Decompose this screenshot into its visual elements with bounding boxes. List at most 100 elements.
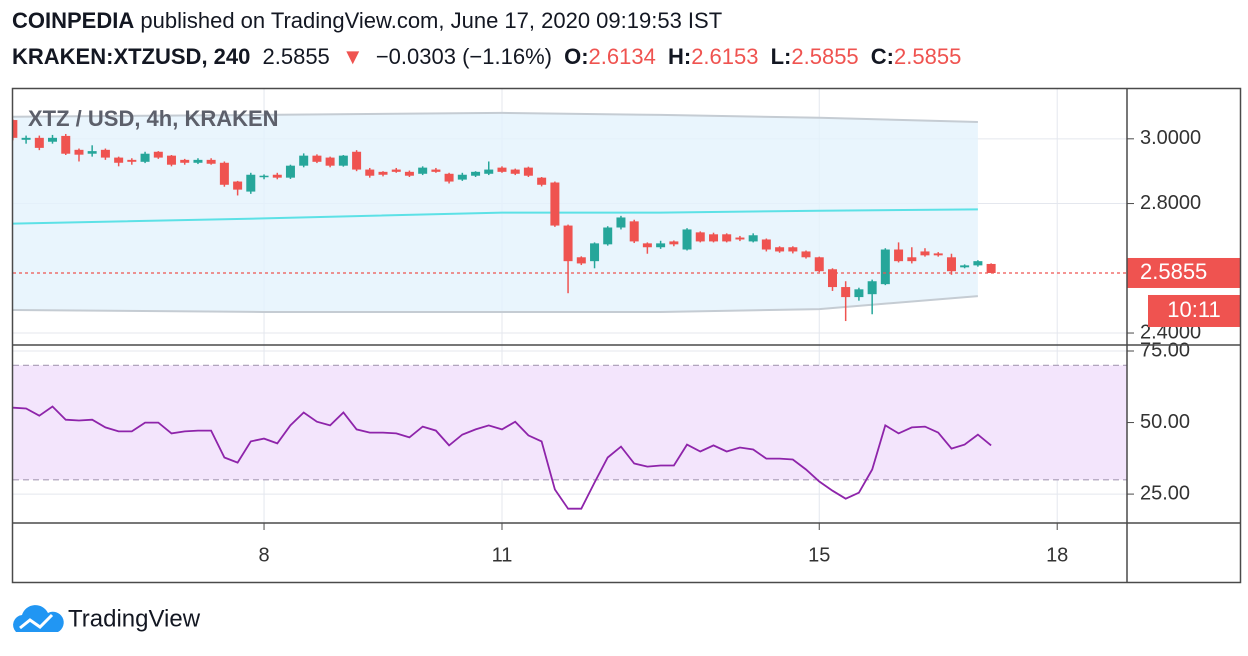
change: −0.0303 (−1.16%) <box>375 44 552 69</box>
countdown-label: 10:11 <box>1167 297 1220 322</box>
candle-body <box>695 232 705 242</box>
candle-body <box>523 167 533 176</box>
candle-body <box>880 249 890 285</box>
high-value: 2.6153 <box>691 44 759 69</box>
candle-body <box>946 257 956 272</box>
candle-body <box>867 281 877 295</box>
low-value: 2.5855 <box>791 44 859 69</box>
candle-body <box>841 287 851 298</box>
frame <box>11 87 1242 584</box>
candle-body <box>166 155 176 165</box>
candle-body <box>616 217 626 228</box>
candle-body <box>431 169 441 172</box>
candle-body <box>563 225 573 262</box>
candle-body <box>960 265 970 268</box>
candle-body <box>735 237 745 240</box>
candle-body <box>87 151 97 154</box>
candle-body <box>933 253 943 256</box>
candle-body <box>219 162 229 185</box>
candle-body <box>285 165 295 178</box>
chart-border <box>11 87 1242 584</box>
tradingview-logo <box>13 605 64 632</box>
header-line-1: COINPEDIA published on TradingView.com, … <box>12 8 728 34</box>
candle-body <box>642 243 652 248</box>
logo-line <box>19 613 54 630</box>
candle-body <box>590 243 600 262</box>
close-value: 2.5855 <box>894 44 962 69</box>
candle-body <box>246 174 256 192</box>
candle-body <box>418 167 428 174</box>
y-tick-label: 3.0000 <box>1140 127 1201 149</box>
candle-body <box>894 249 904 262</box>
rsi-line <box>13 405 992 510</box>
candle-body <box>748 235 758 242</box>
footer-brand: TradingView <box>68 605 201 632</box>
candle-body <box>722 234 732 242</box>
close-label: C: <box>870 44 895 69</box>
header-line-2: KRAKEN:XTZUSD, 240 2.5855 ▼ −0.0303 (−1.… <box>12 44 967 70</box>
candle-body <box>854 289 864 298</box>
candle-body <box>312 155 322 162</box>
candle-body <box>444 173 454 182</box>
y-tick-label: 50.00 <box>1140 411 1190 433</box>
candle-body <box>669 241 679 245</box>
change-arrow: ▼ <box>341 44 364 69</box>
pane-legend: XTZ / USD, 4h, KRAKEN <box>28 106 279 131</box>
candle-body <box>100 149 110 158</box>
candle-body <box>576 257 586 264</box>
candle-body <box>180 159 190 163</box>
candle-body <box>140 153 150 162</box>
candle-body <box>272 174 282 178</box>
x-tick-label: 8 <box>258 544 269 566</box>
x-tick-label: 15 <box>808 544 830 566</box>
candle-body <box>114 157 124 163</box>
candle-body <box>233 181 243 190</box>
candle-body <box>365 169 375 176</box>
candle-body <box>497 167 507 172</box>
candle-body <box>404 171 414 176</box>
candle-body <box>801 251 811 258</box>
y-tick-label: 75.00 <box>1140 339 1190 361</box>
open-value: 2.6134 <box>588 44 656 69</box>
published: published on TradingView.com, June 17, 2… <box>140 8 723 33</box>
candle-body <box>127 159 137 162</box>
candle-body <box>61 135 71 154</box>
last-price: 2.5855 <box>262 44 330 69</box>
candle-body <box>907 257 917 262</box>
candle-body <box>378 171 388 175</box>
price-pane <box>13 111 1127 322</box>
author: COINPEDIA <box>12 8 135 33</box>
candle-body <box>814 257 824 272</box>
candle-body <box>206 159 216 164</box>
open-label: O: <box>564 44 589 69</box>
candle-body <box>629 221 639 242</box>
candle-body <box>788 247 798 252</box>
candle-body <box>682 229 692 250</box>
candle-body <box>827 269 837 288</box>
candle-body <box>259 175 269 178</box>
band-middle <box>13 208 978 225</box>
low-label: L: <box>770 44 792 69</box>
candle-body <box>74 149 84 155</box>
candle-body <box>299 155 309 166</box>
candle-body <box>550 182 560 226</box>
candle-body <box>34 137 44 148</box>
candle-body <box>484 169 494 174</box>
candle-body <box>13 120 18 138</box>
last-price-box <box>1127 257 1240 288</box>
candle-body <box>338 155 348 166</box>
candle-body <box>153 151 163 158</box>
x-tick-label: 18 <box>1046 544 1068 566</box>
candle-body <box>973 261 983 266</box>
candle-body <box>325 157 335 166</box>
candle-body <box>47 137 57 142</box>
candle-body <box>986 263 996 273</box>
candle-body <box>391 169 401 172</box>
candle-body <box>457 174 467 180</box>
x-tick-label: 11 <box>492 544 513 566</box>
symbol: KRAKEN:XTZUSD, 240 <box>12 44 251 69</box>
y-tick-label: 2.8000 <box>1140 192 1201 214</box>
candle-body <box>603 227 613 245</box>
